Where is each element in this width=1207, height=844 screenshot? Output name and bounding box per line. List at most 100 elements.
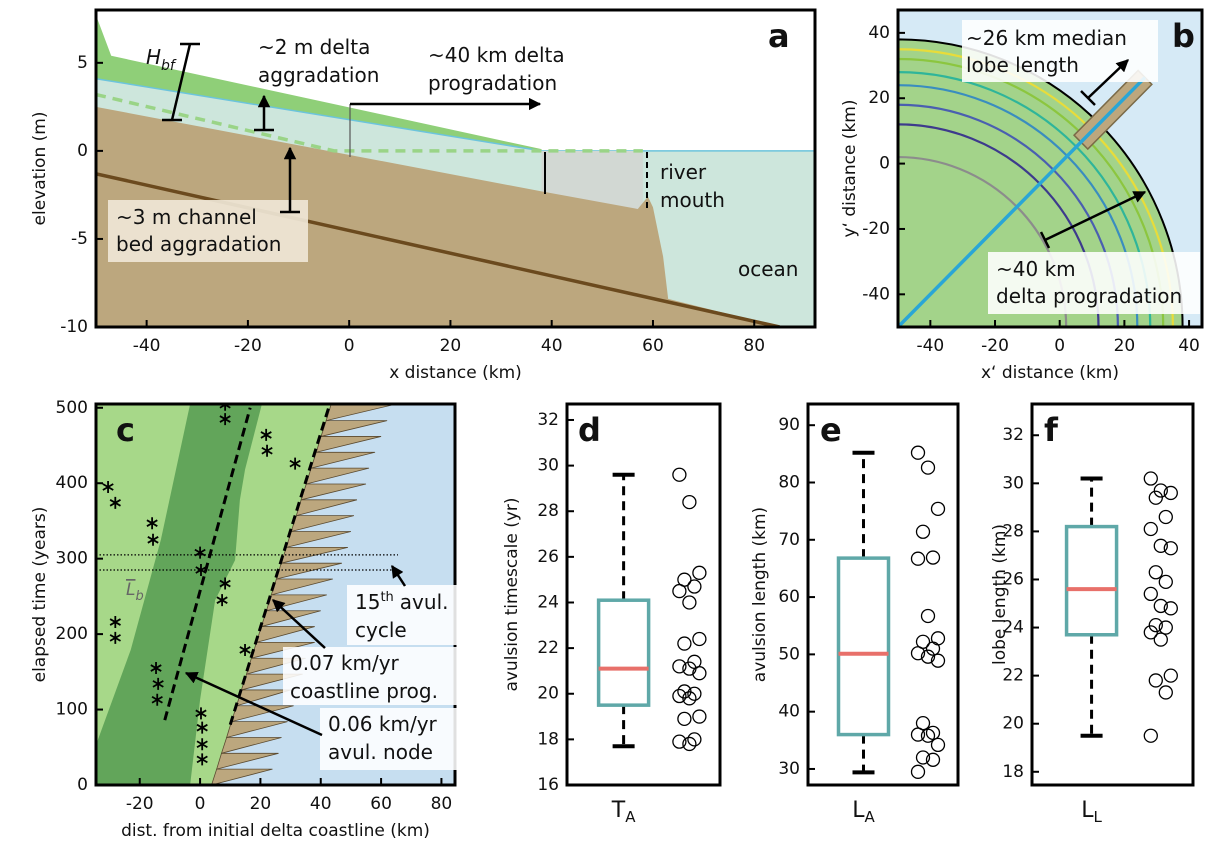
data-point — [672, 659, 687, 674]
label-main: T — [611, 798, 626, 823]
panel-letter: f — [1044, 411, 1059, 449]
avulsion-point — [196, 721, 208, 734]
data-point — [930, 631, 946, 646]
data-point — [1153, 483, 1168, 498]
avulsion-point — [260, 428, 272, 441]
data-point — [930, 653, 946, 668]
cycle-label: Lb — [126, 580, 144, 604]
y-tick-label: 100 — [56, 700, 88, 720]
y-tick-label: 50 — [778, 644, 800, 664]
annotation: ~26 km median — [966, 26, 1127, 50]
data-point — [682, 661, 697, 676]
plots: -10 -5 0 5 -40 -20 0 20 40 60 80 x distance (km) ele… — [30, 8, 1204, 841]
annotation: ocean — [738, 257, 798, 281]
lobe — [211, 768, 273, 785]
panel-letter: b — [1172, 17, 1195, 55]
avulsion-point — [196, 738, 208, 751]
data-point — [692, 631, 707, 647]
annotation-box — [108, 200, 308, 262]
y-tick-label: 20 — [868, 88, 890, 108]
annotation: 0.06 km/yr — [328, 712, 438, 736]
label-sub: A — [865, 808, 876, 826]
y-tick-label: 18 — [1002, 762, 1024, 782]
data-point — [692, 709, 707, 724]
box — [836, 556, 891, 737]
avulsion-point — [146, 517, 158, 530]
y-tick-label: 24 — [537, 592, 559, 612]
annotation: ~2 m delta — [258, 35, 370, 59]
data-point — [1148, 673, 1163, 688]
y-tick-label: 30 — [778, 759, 800, 779]
data-point — [672, 583, 687, 599]
frame — [896, 8, 1204, 329]
data-point — [1148, 617, 1163, 633]
annotation: 0.07 km/yr — [290, 651, 400, 675]
data-point — [1158, 574, 1173, 590]
data-point — [672, 467, 687, 482]
data-point — [915, 524, 931, 539]
annotation: ~3 m channel — [116, 205, 257, 229]
annotation-box — [988, 252, 1200, 314]
x-tick-label: 0 — [344, 336, 355, 356]
lobe — [315, 436, 382, 453]
avulsion-point — [194, 546, 206, 559]
lobe — [255, 626, 315, 643]
data-point — [677, 711, 692, 726]
annotation: cycle — [355, 618, 407, 642]
x-tick-label: -20 — [981, 336, 1009, 356]
data-point — [920, 649, 936, 664]
data-point — [910, 445, 926, 460]
x-tick-label: 60 — [370, 794, 392, 814]
panel-body — [836, 445, 946, 779]
channel — [898, 76, 1147, 327]
data-point — [925, 641, 941, 656]
y-tick-label: 28 — [1002, 521, 1024, 541]
y-axis-label: avulsion timescale (yr) — [502, 497, 522, 691]
x-tick-label: 0 — [195, 794, 206, 814]
avulsion-point — [109, 616, 121, 629]
frame — [94, 8, 817, 329]
data-point — [920, 460, 936, 475]
data-point — [930, 737, 946, 753]
y-tick-label: 200 — [56, 624, 88, 644]
bankfull-label: Hbf — [146, 45, 177, 74]
profile-line — [96, 172, 780, 327]
annotations: Hbf ~2 m delta aggradation ~40 km delta … — [108, 17, 1200, 770]
y-tick-label: 16 — [537, 775, 559, 795]
note-sup: th — [380, 590, 393, 605]
data-point — [682, 595, 697, 610]
y-tick-label: 0 — [77, 141, 88, 161]
y-tick-label: 32 — [537, 410, 559, 430]
avulsion-point — [196, 753, 208, 766]
x-tick-label: -40 — [916, 336, 944, 356]
data-point — [930, 501, 946, 516]
data-point — [672, 734, 687, 749]
avulsion-point — [195, 707, 207, 720]
lobe — [216, 752, 279, 770]
panel-letter: e — [820, 411, 842, 449]
arrow — [1044, 190, 1147, 242]
data-point — [915, 750, 931, 765]
data-point — [692, 565, 707, 580]
annotation: progradation — [428, 71, 557, 95]
data-point — [677, 636, 692, 651]
avulsion-point — [219, 577, 231, 590]
y-axis-label: avulsion length (km) — [750, 507, 770, 682]
data-point — [1143, 625, 1158, 640]
arrow-cap — [1080, 90, 1096, 106]
annotation-box — [320, 708, 458, 770]
arrow-cap — [1039, 231, 1051, 249]
x-tick-label: -40 — [133, 336, 161, 356]
x-tick-label: 40 — [541, 336, 563, 356]
y-tick-label: 400 — [56, 473, 88, 493]
annotation: coastline prog. — [290, 679, 438, 703]
x-tick-label: 20 — [440, 336, 462, 356]
lobe — [310, 451, 376, 469]
box — [1064, 524, 1119, 637]
avulsion-point — [219, 413, 231, 426]
annotation: river — [660, 160, 707, 184]
label-sub: b — [135, 589, 143, 604]
y-axis-label: elevation (m) — [30, 112, 50, 226]
x-tick-label: 40 — [1178, 336, 1200, 356]
